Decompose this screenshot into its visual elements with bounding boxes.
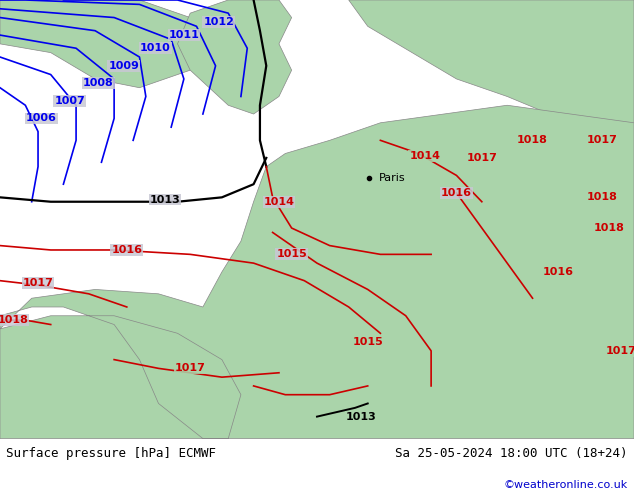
- Text: 1009: 1009: [108, 61, 139, 71]
- Text: 1018: 1018: [593, 223, 624, 233]
- Polygon shape: [349, 0, 634, 132]
- Text: 1016: 1016: [543, 267, 573, 277]
- Text: 1014: 1014: [410, 151, 440, 161]
- Text: 1018: 1018: [587, 193, 618, 202]
- Text: 1018: 1018: [517, 135, 548, 146]
- Text: 1018: 1018: [0, 315, 28, 325]
- Text: Paris: Paris: [379, 172, 406, 183]
- Text: 1007: 1007: [55, 96, 85, 106]
- Text: 1017: 1017: [23, 278, 53, 288]
- Text: Surface pressure [hPa] ECMWF: Surface pressure [hPa] ECMWF: [6, 447, 216, 461]
- Text: 1017: 1017: [606, 346, 634, 356]
- Polygon shape: [0, 105, 634, 439]
- Text: 1016: 1016: [441, 188, 472, 198]
- Text: 1011: 1011: [169, 30, 199, 40]
- Text: Sa 25-05-2024 18:00 UTC (18+24): Sa 25-05-2024 18:00 UTC (18+24): [395, 447, 628, 461]
- Text: 1017: 1017: [467, 153, 497, 163]
- Text: 1008: 1008: [83, 78, 113, 88]
- Text: 1013: 1013: [346, 412, 377, 421]
- Text: 1012: 1012: [204, 17, 234, 27]
- Text: 1017: 1017: [587, 135, 618, 146]
- Text: 1015: 1015: [276, 249, 307, 259]
- Text: 1017: 1017: [175, 364, 205, 373]
- Text: 1016: 1016: [112, 245, 142, 255]
- Text: 1014: 1014: [264, 196, 294, 207]
- Text: ©weatheronline.co.uk: ©weatheronline.co.uk: [503, 480, 628, 490]
- Text: 1010: 1010: [140, 43, 171, 53]
- Text: 1013: 1013: [150, 195, 180, 204]
- Polygon shape: [0, 0, 216, 88]
- Text: 1015: 1015: [353, 337, 383, 347]
- Polygon shape: [178, 0, 292, 114]
- Text: 1006: 1006: [26, 113, 56, 123]
